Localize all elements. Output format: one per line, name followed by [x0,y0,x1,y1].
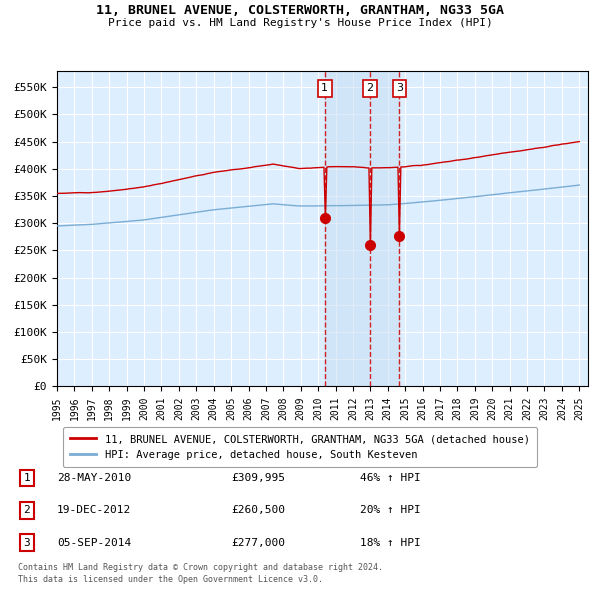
Text: £277,000: £277,000 [231,538,285,548]
Text: 05-SEP-2014: 05-SEP-2014 [57,538,131,548]
Text: This data is licensed under the Open Government Licence v3.0.: This data is licensed under the Open Gov… [18,575,323,584]
Text: 3: 3 [23,538,31,548]
Text: 11, BRUNEL AVENUE, COLSTERWORTH, GRANTHAM, NG33 5GA: 11, BRUNEL AVENUE, COLSTERWORTH, GRANTHA… [96,4,504,17]
Text: 28-MAY-2010: 28-MAY-2010 [57,473,131,483]
Text: 46% ↑ HPI: 46% ↑ HPI [360,473,421,483]
Text: 2: 2 [366,83,373,93]
Text: 2: 2 [23,506,31,515]
Legend: 11, BRUNEL AVENUE, COLSTERWORTH, GRANTHAM, NG33 5GA (detached house), HPI: Avera: 11, BRUNEL AVENUE, COLSTERWORTH, GRANTHA… [63,427,537,467]
Text: 20% ↑ HPI: 20% ↑ HPI [360,506,421,515]
Text: £309,995: £309,995 [231,473,285,483]
Text: Contains HM Land Registry data © Crown copyright and database right 2024.: Contains HM Land Registry data © Crown c… [18,563,383,572]
Text: 1: 1 [321,83,328,93]
Text: £260,500: £260,500 [231,506,285,515]
Text: 18% ↑ HPI: 18% ↑ HPI [360,538,421,548]
Text: 3: 3 [396,83,403,93]
Text: 1: 1 [23,473,31,483]
Text: Price paid vs. HM Land Registry's House Price Index (HPI): Price paid vs. HM Land Registry's House … [107,18,493,28]
Text: 19-DEC-2012: 19-DEC-2012 [57,506,131,515]
Bar [325,71,400,386]
